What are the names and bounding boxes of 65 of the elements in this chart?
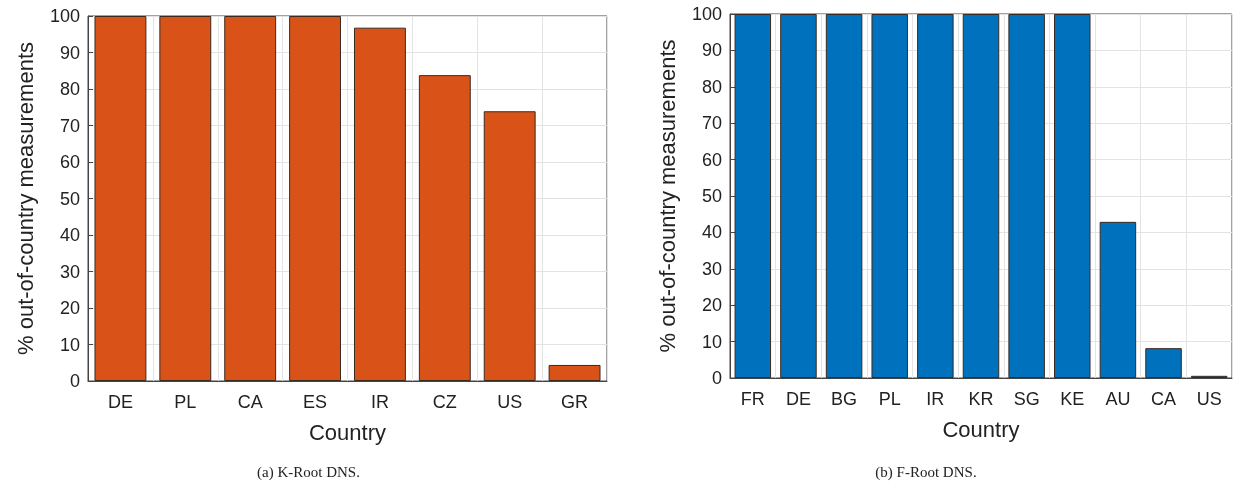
- x-tick-label: DE: [785, 389, 811, 409]
- y-tick-label: 80: [701, 76, 722, 97]
- y-tick-label: 100: [691, 4, 722, 24]
- y-tick-label: 70: [701, 113, 722, 134]
- bar: [1008, 14, 1045, 378]
- y-tick-label: 90: [59, 42, 80, 63]
- y-tick-label: 0: [69, 371, 80, 391]
- x-tick-label: IR: [926, 389, 945, 409]
- y-tick-label: 10: [701, 331, 722, 352]
- y-tick-label: 40: [701, 222, 722, 243]
- y-axis-title: % out-of-country measurements: [12, 41, 38, 356]
- bar: [548, 364, 601, 381]
- x-tick-label: US: [1196, 389, 1222, 409]
- bar: [224, 16, 277, 381]
- x-tick-label: BG: [831, 389, 858, 409]
- text: (b) F-Root DNS.: [875, 463, 977, 481]
- bar: [1099, 221, 1137, 378]
- bar: [353, 27, 406, 381]
- x-tick-label: CZ: [432, 392, 457, 412]
- bar: [483, 111, 536, 381]
- y-tick-label: 50: [59, 188, 80, 209]
- y-tick-label: 60: [701, 149, 722, 170]
- x-tick-label: SG: [1013, 389, 1040, 409]
- bar: [917, 14, 954, 378]
- x-tick-label: US: [497, 392, 523, 412]
- bar: [289, 16, 342, 381]
- y-tick-label: 80: [59, 79, 80, 99]
- text: (a) K-Root DNS.: [257, 463, 360, 481]
- x-tick-label: KR: [968, 389, 994, 409]
- y-tick-label: 70: [59, 115, 80, 136]
- bar: [825, 14, 863, 378]
- y-tick-label: 50: [701, 186, 722, 206]
- bar: [1145, 348, 1182, 378]
- x-tick-label: PL: [174, 392, 197, 412]
- y-tick-label: 30: [59, 261, 80, 282]
- bar: [159, 16, 212, 381]
- y-tick-label: 10: [59, 334, 80, 355]
- x-tick-label: ES: [303, 392, 328, 412]
- y-axis-title: % out-of-country measurements: [654, 39, 680, 353]
- bar: [871, 14, 908, 378]
- bar: [734, 14, 772, 378]
- x-tick-label: FR: [740, 389, 765, 409]
- x-tick-label: CA: [1151, 389, 1177, 409]
- x-tick-label: CA: [237, 392, 263, 412]
- x-tick-label: IR: [370, 392, 389, 412]
- x-tick-label: DE: [107, 392, 133, 412]
- y-tick-label: 20: [59, 298, 80, 318]
- y-tick-label: 20: [701, 295, 722, 316]
- y-tick-label: 40: [59, 225, 80, 245]
- bar: [780, 14, 817, 378]
- x-axis-title: Country: [308, 419, 387, 445]
- y-tick-label: 100: [49, 6, 80, 26]
- y-tick-label: 60: [59, 152, 80, 172]
- bar: [962, 14, 1000, 378]
- x-tick-label: GR: [561, 392, 589, 412]
- bar: [418, 75, 471, 381]
- y-tick-label: 30: [701, 258, 722, 279]
- bar: [94, 16, 147, 381]
- x-tick-label: KE: [1060, 389, 1085, 409]
- y-tick-label: 90: [701, 40, 722, 61]
- bar: [1054, 14, 1091, 378]
- x-axis-title: Country: [942, 416, 1020, 442]
- y-tick-label: 0: [711, 368, 722, 388]
- x-tick-label: AU: [1105, 389, 1131, 409]
- x-tick-label: PL: [878, 389, 901, 409]
